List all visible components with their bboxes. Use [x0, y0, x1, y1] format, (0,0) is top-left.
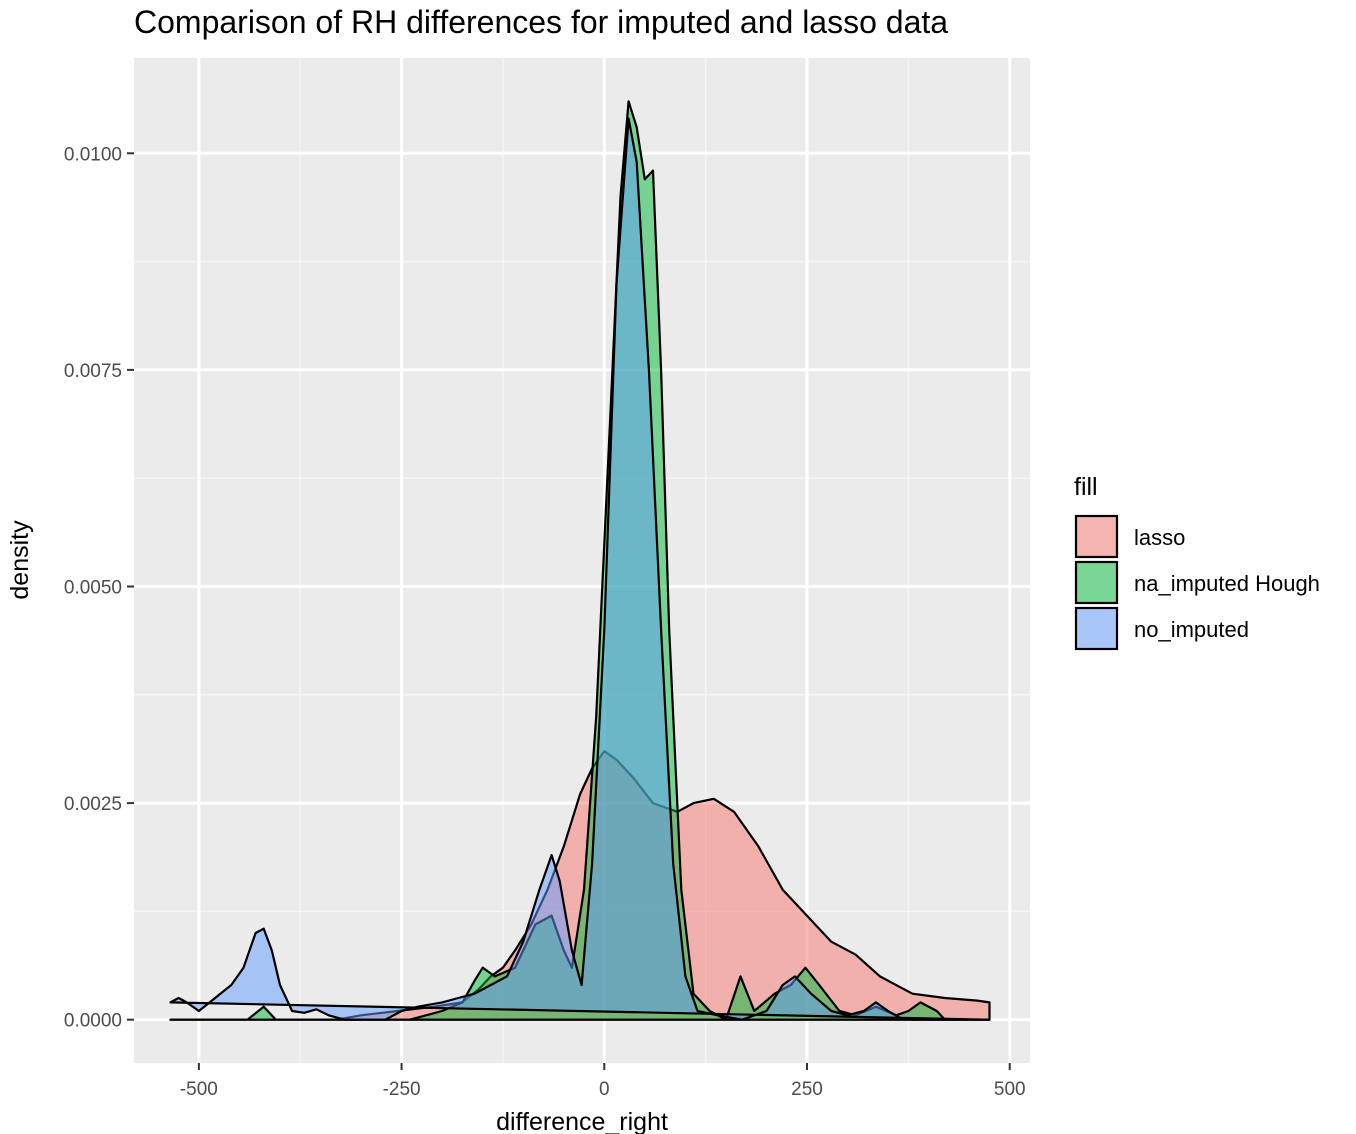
density-area-no-imputed [169, 117, 991, 1021]
minor-gridlines [134, 58, 1030, 1063]
y-tick-label: 0.0075 [64, 361, 122, 382]
x-axis-title: difference_right [496, 1108, 668, 1134]
legend-swatch [1074, 606, 1119, 651]
x-tick-label: -500 [180, 1079, 218, 1100]
y-axis-title: density [6, 520, 34, 600]
y-axis: 0.0000 0.0025 0.0050 0.0075 0.0100 [64, 144, 134, 1032]
legend: fill lasso na_imputed Hough no_imputed [1074, 473, 1320, 651]
y-tick-label: 0.0025 [64, 794, 122, 815]
legend-label: lasso [1134, 525, 1185, 550]
legend-title: fill [1074, 473, 1098, 501]
x-tick-label: 500 [994, 1079, 1026, 1100]
y-tick-label: 0.0000 [64, 1011, 122, 1032]
x-tick-label: -250 [383, 1079, 421, 1100]
x-axis: -500 -250 0 250 500 [180, 1063, 1026, 1100]
y-tick-label: 0.0100 [64, 144, 122, 165]
y-tick-label: 0.0050 [64, 577, 122, 598]
legend-label: no_imputed [1134, 617, 1249, 642]
x-tick-label: 250 [791, 1079, 823, 1100]
legend-swatch [1074, 560, 1119, 605]
chart-title: Comparison of RH differences for imputed… [134, 4, 948, 40]
legend-label: na_imputed Hough [1134, 571, 1320, 596]
density-areas [169, 100, 991, 1021]
x-tick-label: 0 [599, 1079, 610, 1100]
legend-swatch [1074, 514, 1119, 559]
